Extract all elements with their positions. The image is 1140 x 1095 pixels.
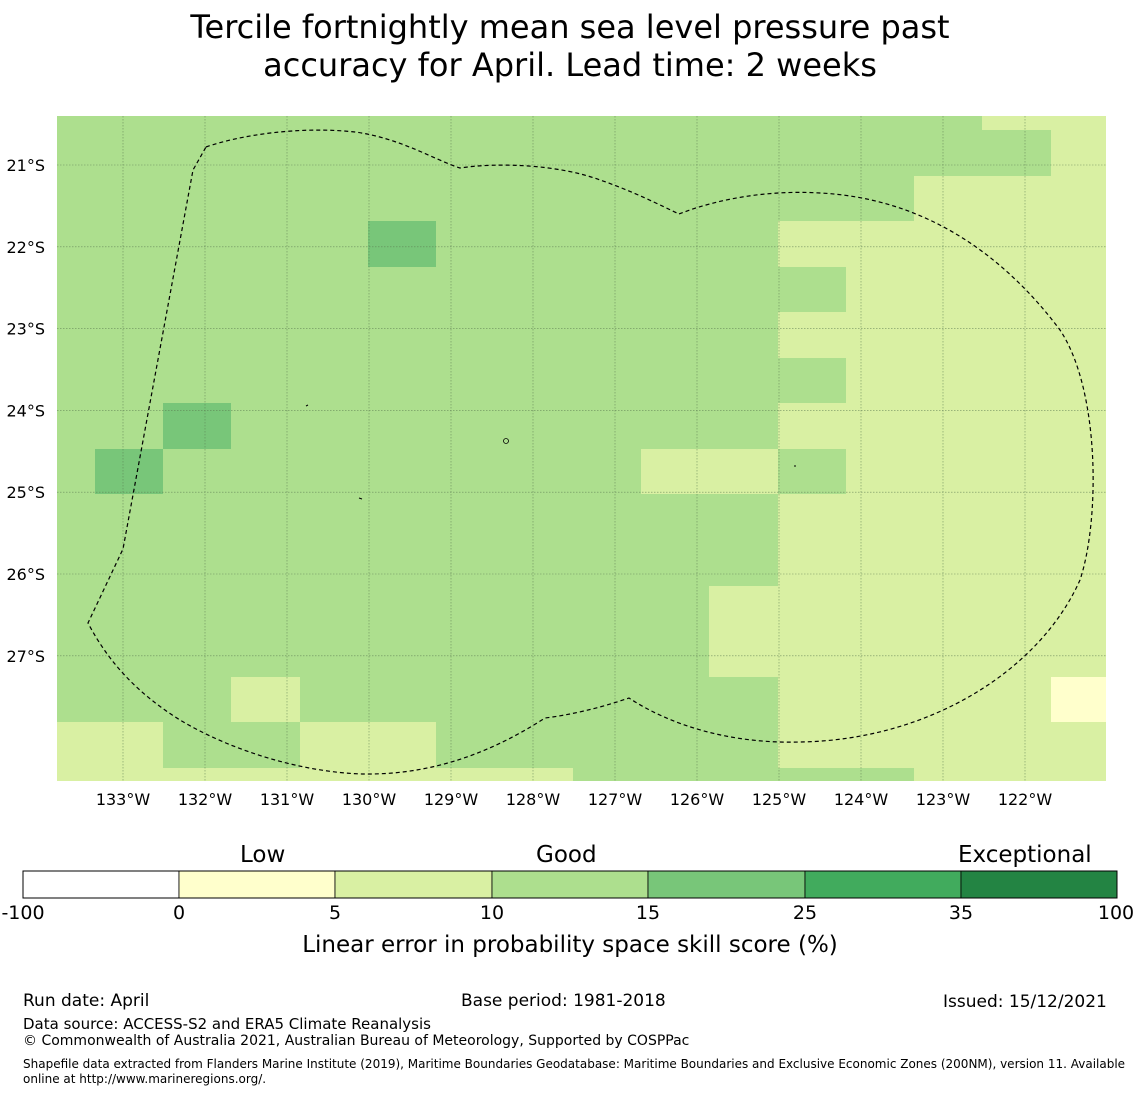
colorbar-swatch [178, 870, 336, 899]
colorbar-category-exceptional: Exceptional [958, 842, 1092, 868]
island-marker [305, 404, 309, 407]
latitude-label: 24°S [6, 401, 45, 420]
ocean-cell [95, 449, 163, 494]
title-line-1: Tercile fortnightly mean sea level press… [190, 8, 950, 46]
longitude-labels: 133°W 132°W 131°W 130°W 129°W 128°W 127°W 126°W… [96, 790, 1053, 809]
longitude-label: 127°W [588, 790, 643, 809]
colorbar-swatch [960, 870, 1118, 899]
ocean-cell [778, 768, 914, 781]
ocean-cell [1051, 677, 1106, 722]
latitude-label: 23°S [6, 320, 45, 339]
longitude-label: 130°W [342, 790, 397, 809]
map-title: Tercile fortnightly mean sea level press… [0, 8, 1140, 84]
colorbar-tick: 5 [328, 902, 342, 924]
island-marker [503, 438, 509, 444]
colorbar-label: Linear error in probability space skill … [302, 932, 838, 958]
longitude-label: 131°W [260, 790, 315, 809]
ocean-cell [163, 403, 231, 449]
colorbar-swatch [804, 870, 962, 899]
colorbar-tick: 15 [635, 902, 661, 924]
colorbar-category-low: Low [240, 842, 286, 868]
latitude-label: 27°S [6, 647, 45, 666]
ocean-cell [300, 722, 436, 768]
colorbar-tick: -100 [1, 902, 45, 924]
colorbar [22, 870, 1118, 899]
ocean-cell [1051, 130, 1106, 176]
longitude-label: 124°W [834, 790, 889, 809]
title-line-2: accuracy for April. Lead time: 2 weeks [263, 46, 877, 84]
ocean-cell [641, 449, 778, 494]
eez-boundary-line [87, 129, 1094, 775]
ocean-cell [778, 358, 846, 403]
run-date: Run date: April [23, 991, 150, 1011]
longitude-label: 128°W [506, 790, 561, 809]
ocean-cell [778, 449, 846, 494]
shapefile-credit: Shapefile data extracted from Flanders M… [23, 1057, 1126, 1086]
colorbar-swatch [491, 870, 649, 899]
longitude-label: 133°W [96, 790, 151, 809]
eez-boundary [87, 129, 1094, 775]
data-source: Data source: ACCESS-S2 and ERA5 Climate … [23, 1015, 431, 1033]
longitude-label: 122°W [998, 790, 1053, 809]
colorbar-tick: 10 [479, 902, 505, 924]
ocean-cell [982, 116, 1106, 130]
colorbar-tick: 25 [792, 902, 818, 924]
latitude-label: 21°S [6, 156, 45, 175]
latitude-labels: 21°S 22°S 23°S 24°S 25°S 26°S 27°S [6, 156, 45, 666]
latitude-label: 22°S [6, 238, 45, 257]
ocean-cell [231, 677, 300, 722]
graticule [57, 116, 1106, 781]
colorbar-category-good: Good [536, 842, 597, 868]
longitude-label: 125°W [752, 790, 807, 809]
colorbar-tick: 100 [1097, 902, 1135, 924]
longitude-label: 129°W [424, 790, 479, 809]
ocean-cell [57, 722, 163, 781]
colorbar-outline [22, 870, 1118, 899]
ocean-cell [368, 221, 436, 267]
latitude-label: 25°S [6, 483, 45, 502]
colorbar-swatch [647, 870, 806, 899]
colorbar-tick: 0 [172, 902, 186, 924]
latitude-label: 26°S [6, 565, 45, 584]
ocean-cell [709, 586, 778, 677]
ocean-cell [914, 176, 1106, 221]
ocean-cell [778, 267, 846, 312]
copyright: © Commonwealth of Australia 2021, Austra… [23, 1033, 690, 1049]
longitude-label: 126°W [670, 790, 725, 809]
base-period: Base period: 1981-2018 [461, 991, 666, 1011]
colorbar-swatch [334, 870, 493, 899]
island-marker [358, 497, 363, 500]
colorbar-tick: 35 [948, 902, 974, 924]
longitude-label: 123°W [916, 790, 971, 809]
skill-cells [57, 116, 1106, 781]
longitude-label: 132°W [178, 790, 233, 809]
issued-date: Issued: 15/12/2021 [943, 992, 1107, 1012]
colorbar-swatch [22, 870, 180, 899]
